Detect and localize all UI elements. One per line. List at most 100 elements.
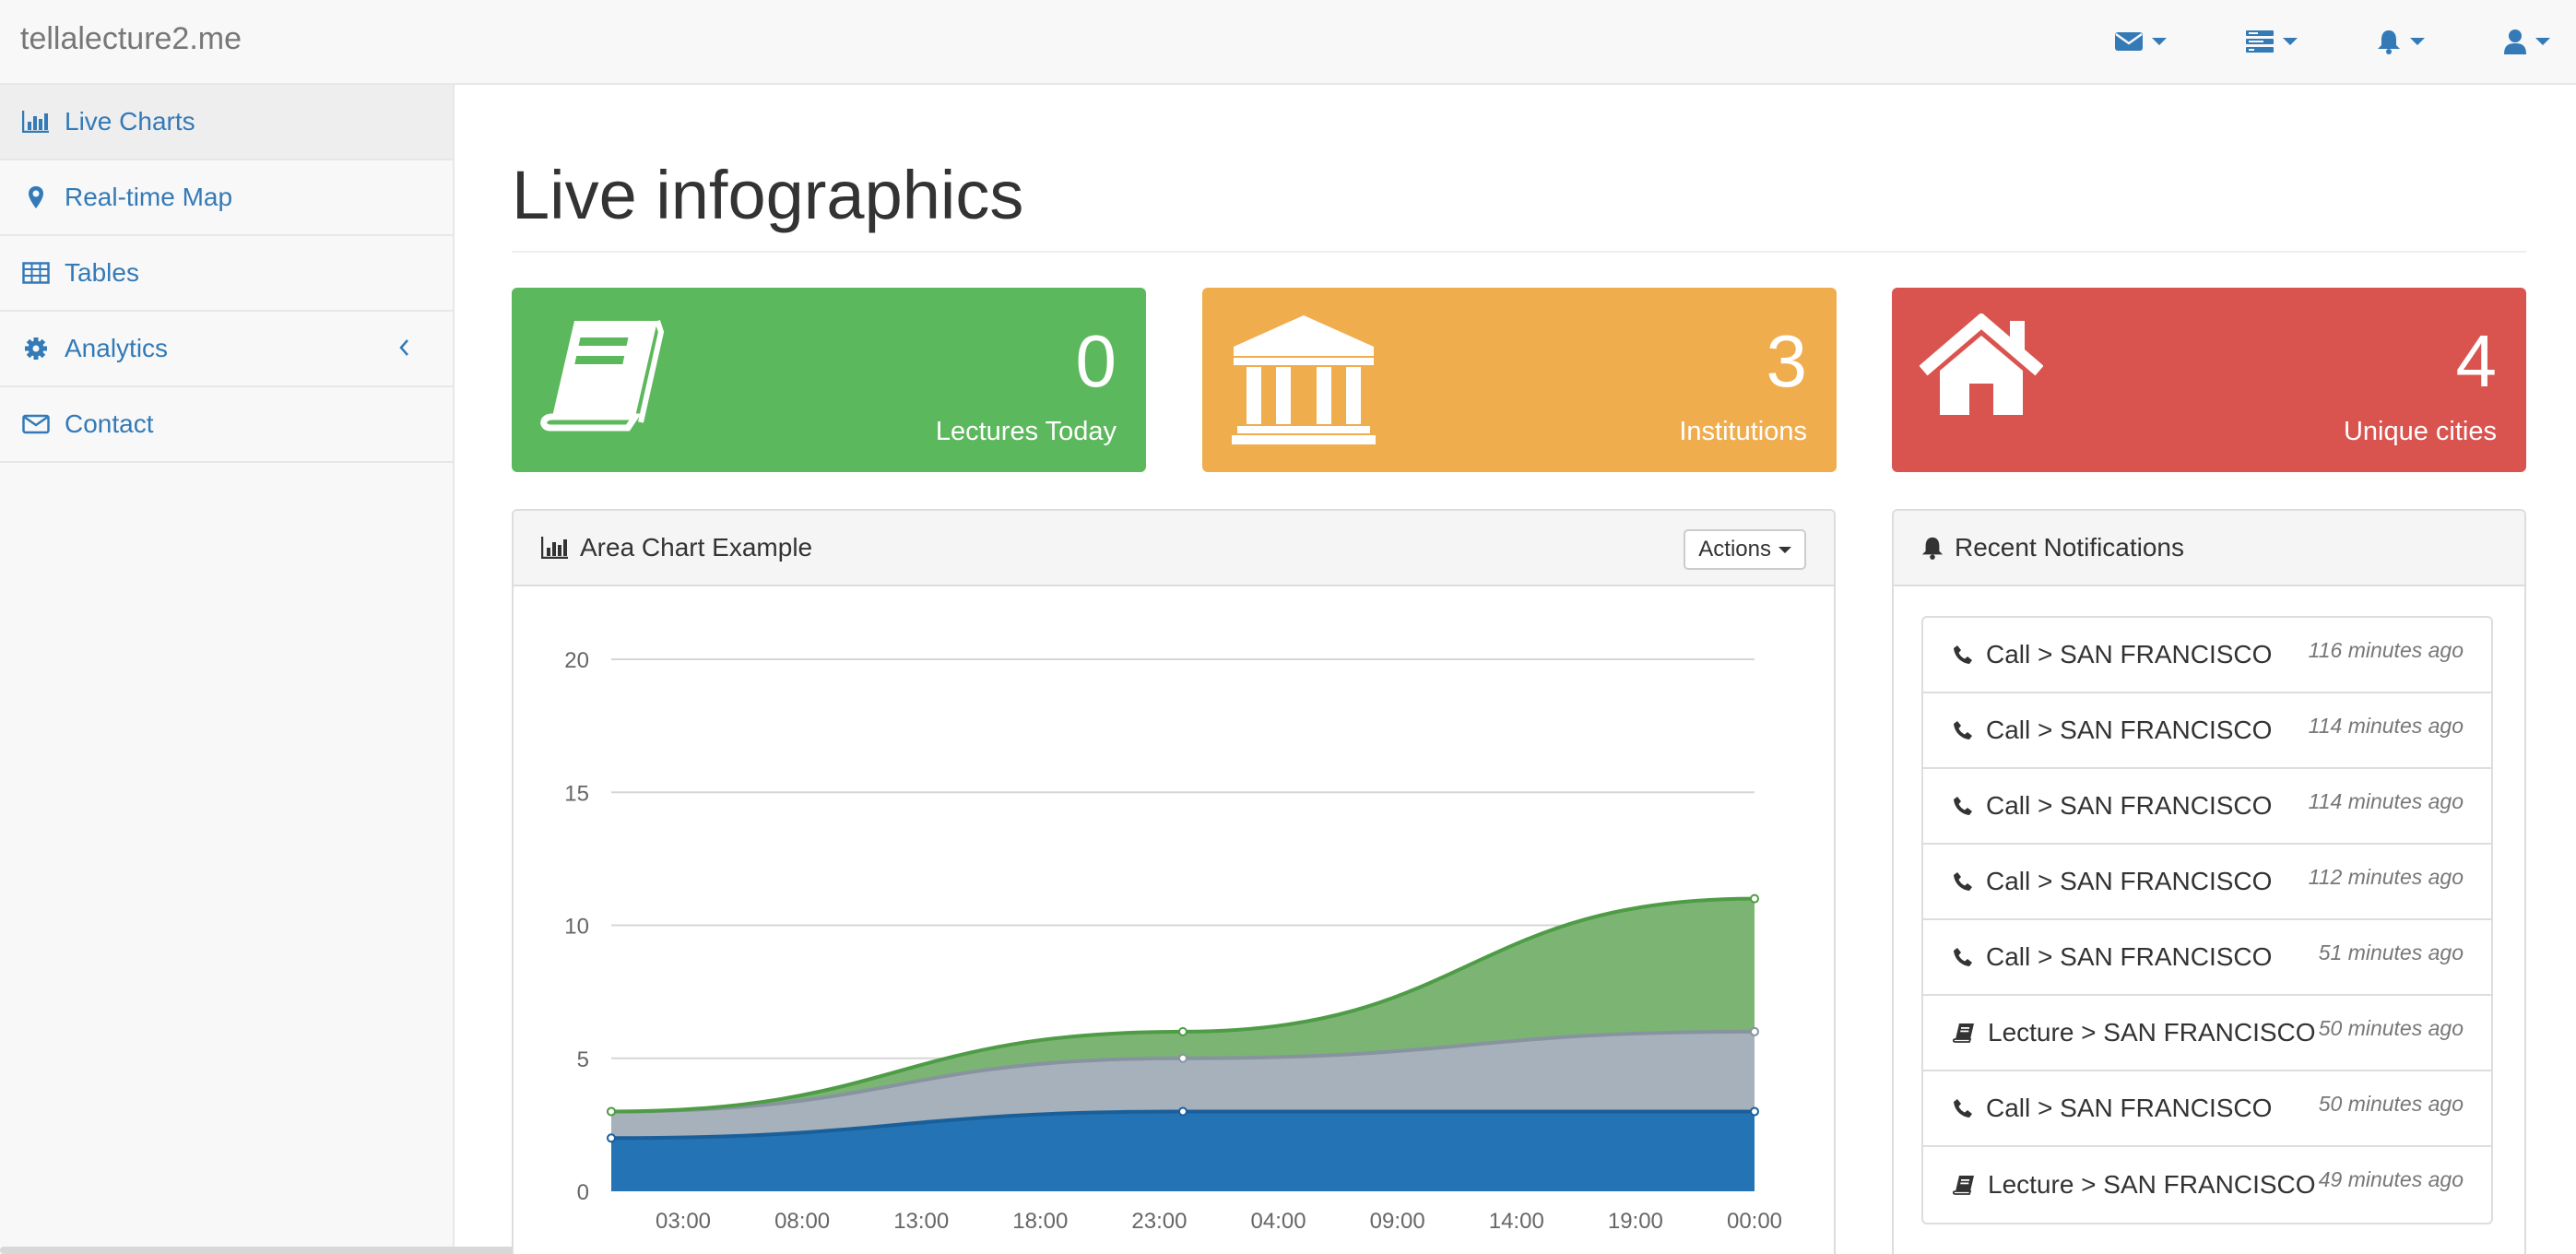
data-point[interactable] [1178,1026,1188,1036]
y-tick-label: 10 [564,915,589,940]
main-content: Live infographics 0 Lectures Today [512,85,2526,1254]
x-tick-label: 03:00 [656,1209,711,1234]
panel-title: Recent Notifications [1955,533,2185,562]
panel-heading: Recent Notifications [1894,511,2524,586]
phone-icon [1954,948,1972,966]
stat-cards: 0 Lectures Today 3 Institutions [512,288,2526,472]
bell-icon [2378,30,2400,54]
area-series-0 [611,1111,1755,1191]
home-icon [1920,314,2043,415]
x-tick-label: 19:00 [1608,1209,1663,1234]
panel-title: Area Chart Example [580,533,813,562]
notification-item[interactable]: Call > SAN FRANCISCO 114 minutes ago [1923,769,2491,845]
recent-notifications-panel: Recent Notifications Call > SAN FRANCISC… [1892,509,2526,1254]
envelope-icon [2115,32,2143,51]
institution-icon [1232,315,1376,444]
y-tick-label: 20 [564,648,589,673]
sidebar-item-tables[interactable]: Tables [0,236,453,312]
stat-value: 0 [1075,320,1117,402]
x-tick-label: 23:00 [1131,1209,1187,1234]
notification-item[interactable]: Call > SAN FRANCISCO 50 minutes ago [1923,1071,2491,1147]
sidebar-item-contact[interactable]: Contact [0,387,453,463]
notification-text: Call > SAN FRANCISCO [1986,640,2273,668]
notification-item[interactable]: Lecture > SAN FRANCISCO 49 minutes ago [1923,1147,2491,1223]
tasks-dropdown[interactable] [2220,0,2323,83]
notification-item[interactable]: Call > SAN FRANCISCO 116 minutes ago [1923,618,2491,693]
sidebar-item-live-charts[interactable]: Live Charts [0,85,453,160]
book-icon [540,320,665,432]
horizontal-scrollbar[interactable] [0,1247,865,1254]
page-header: Live infographics [512,157,2526,253]
table-icon [22,262,50,284]
chevron-down-icon [2283,38,2298,45]
notification-text: Call > SAN FRANCISCO [1986,942,2273,971]
sidebar-item-real-time-map[interactable]: Real-time Map [0,160,453,236]
stat-label: Unique cities [2343,417,2497,446]
chevron-down-icon [2535,38,2550,45]
data-point[interactable] [1178,1106,1188,1117]
actions-label: Actions [1698,537,1771,562]
sidebar-item-label: Live Charts [65,107,195,136]
phone-icon [1954,1099,1972,1118]
notification-text: Call > SAN FRANCISCO [1986,867,2273,895]
user-dropdown[interactable] [2478,0,2576,83]
area-chart-panel: Area Chart Example Actions 0 5 10 15 20 03:00… [512,509,1836,1254]
area-chart: 0 5 10 15 20 03:00 08:00 13:00 18:00 23:00 04:00 09… [564,648,1782,1234]
sidebar-item-label: Real-time Map [65,183,233,211]
sidebar-item-label: Analytics [65,334,169,362]
notification-item[interactable]: Call > SAN FRANCISCO 114 minutes ago [1923,693,2491,769]
sidebar-item-label: Contact [65,409,154,438]
bar-chart-icon [541,537,568,559]
tasks-icon [2246,30,2274,53]
x-tick-label: 04:00 [1251,1209,1306,1234]
book-icon [1953,1176,1974,1195]
messages-dropdown[interactable] [2089,0,2192,83]
sidebar: Live Charts Real-time Map Tables [0,85,865,1254]
phone-icon [1954,721,1972,739]
data-point[interactable] [607,1133,616,1143]
stat-value: 3 [1766,320,1808,402]
chevron-left-icon [399,339,408,356]
notification-time: 50 minutes ago [2318,1016,2464,1040]
notification-item[interactable]: Call > SAN FRANCISCO 51 minutes ago [1923,920,2491,996]
stat-card-cities: 4 Unique cities [1892,288,2526,472]
data-point[interactable] [1750,1026,1759,1036]
brand-link[interactable]: tellalecture2.me [20,21,242,56]
panel-heading: Area Chart Example Actions [514,511,1834,586]
data-point[interactable] [1750,893,1759,904]
y-tick-label: 0 [577,1180,589,1205]
gear-icon [25,337,47,360]
notification-text: Lecture > SAN FRANCISCO [1988,1018,2316,1047]
stat-label: Lectures Today [935,417,1117,446]
notification-item[interactable]: Call > SAN FRANCISCO 112 minutes ago [1923,845,2491,920]
actions-dropdown-button[interactable]: Actions [1684,529,1806,570]
notification-item[interactable]: Lecture > SAN FRANCISCO 50 minutes ago [1923,996,2491,1071]
map-marker-icon [29,186,43,208]
stat-card-lectures: 0 Lectures Today [512,288,1146,472]
data-point[interactable] [1750,1106,1759,1117]
phone-icon [1954,872,1972,891]
phone-icon [1954,645,1972,664]
stat-card-institutions: 3 Institutions [1202,288,1837,472]
notification-time: 114 minutes ago [2308,789,2464,813]
x-tick-label: 08:00 [774,1209,830,1234]
notification-time: 112 minutes ago [2308,865,2464,889]
x-tick-label: 13:00 [893,1209,949,1234]
y-tick-label: 5 [577,1047,589,1072]
chevron-down-icon [2152,38,2167,45]
phone-icon [1954,797,1972,815]
notification-list: Call > SAN FRANCISCO 116 minutes ago Call … [1921,616,2493,1224]
navbar-right [2062,0,2576,83]
data-point[interactable] [1178,1053,1188,1063]
alerts-dropdown[interactable] [2351,0,2451,83]
notification-time: 114 minutes ago [2308,714,2464,738]
area-series-2 [611,898,1755,1112]
sidebar-item-label: Tables [65,258,139,287]
x-tick-label: 14:00 [1489,1209,1544,1234]
data-point[interactable] [607,1106,616,1117]
sidebar-item-analytics[interactable]: Analytics [0,312,453,387]
notification-text: Lecture > SAN FRANCISCO [1988,1170,2316,1199]
chevron-down-icon [1778,546,1791,553]
notification-time: 51 minutes ago [2318,940,2464,964]
top-navbar: tellalecture2.me [0,0,2576,85]
